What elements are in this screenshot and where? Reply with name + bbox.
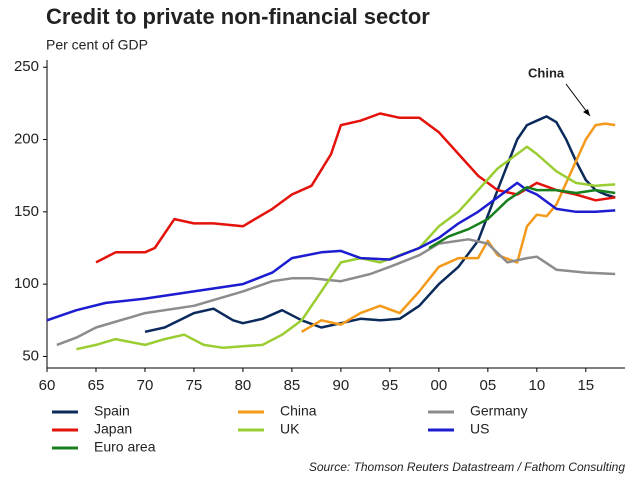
series-line	[76, 145, 616, 351]
series-line	[46, 181, 616, 322]
x-tick-label: 75	[186, 377, 203, 394]
x-tick-label: 80	[235, 377, 252, 394]
series-line	[428, 185, 616, 250]
annotation: China	[528, 65, 565, 80]
y-tick-label: 100	[14, 275, 39, 292]
chart-subtitle: Per cent of GDP	[46, 37, 148, 53]
x-tick-label: 00	[431, 377, 448, 394]
legend-label: Japan	[94, 421, 132, 437]
annotation-arrowhead	[583, 109, 590, 116]
series-line	[301, 122, 616, 333]
legend-label: Spain	[94, 403, 130, 419]
x-tick-label: 60	[39, 377, 56, 394]
x-tick-label: 05	[480, 377, 497, 394]
x-tick-label: 70	[137, 377, 154, 394]
y-tick-label: 200	[14, 130, 39, 147]
chart-title: Credit to private non-financial sector	[46, 4, 430, 29]
series-line	[144, 115, 616, 334]
legend-label: Euro area	[94, 439, 156, 455]
legend-label: China	[280, 403, 317, 419]
source-note: Source: Thomson Reuters Datastream / Fat…	[309, 460, 625, 474]
y-tick-label: 50	[22, 347, 39, 364]
series-line	[95, 112, 616, 264]
legend-label: UK	[280, 421, 300, 437]
y-tick-label: 250	[14, 58, 39, 75]
y-tick-label: 150	[14, 203, 39, 220]
x-tick-label: 10	[528, 377, 545, 394]
x-tick-label: 95	[382, 377, 399, 394]
x-tick-label: 90	[333, 377, 350, 394]
x-tick-label: 15	[577, 377, 594, 394]
x-tick-label: 65	[88, 377, 105, 394]
x-tick-label: 85	[284, 377, 301, 394]
legend-label: US	[470, 421, 489, 437]
legend-label: Germany	[470, 403, 528, 419]
series-line	[56, 238, 616, 347]
